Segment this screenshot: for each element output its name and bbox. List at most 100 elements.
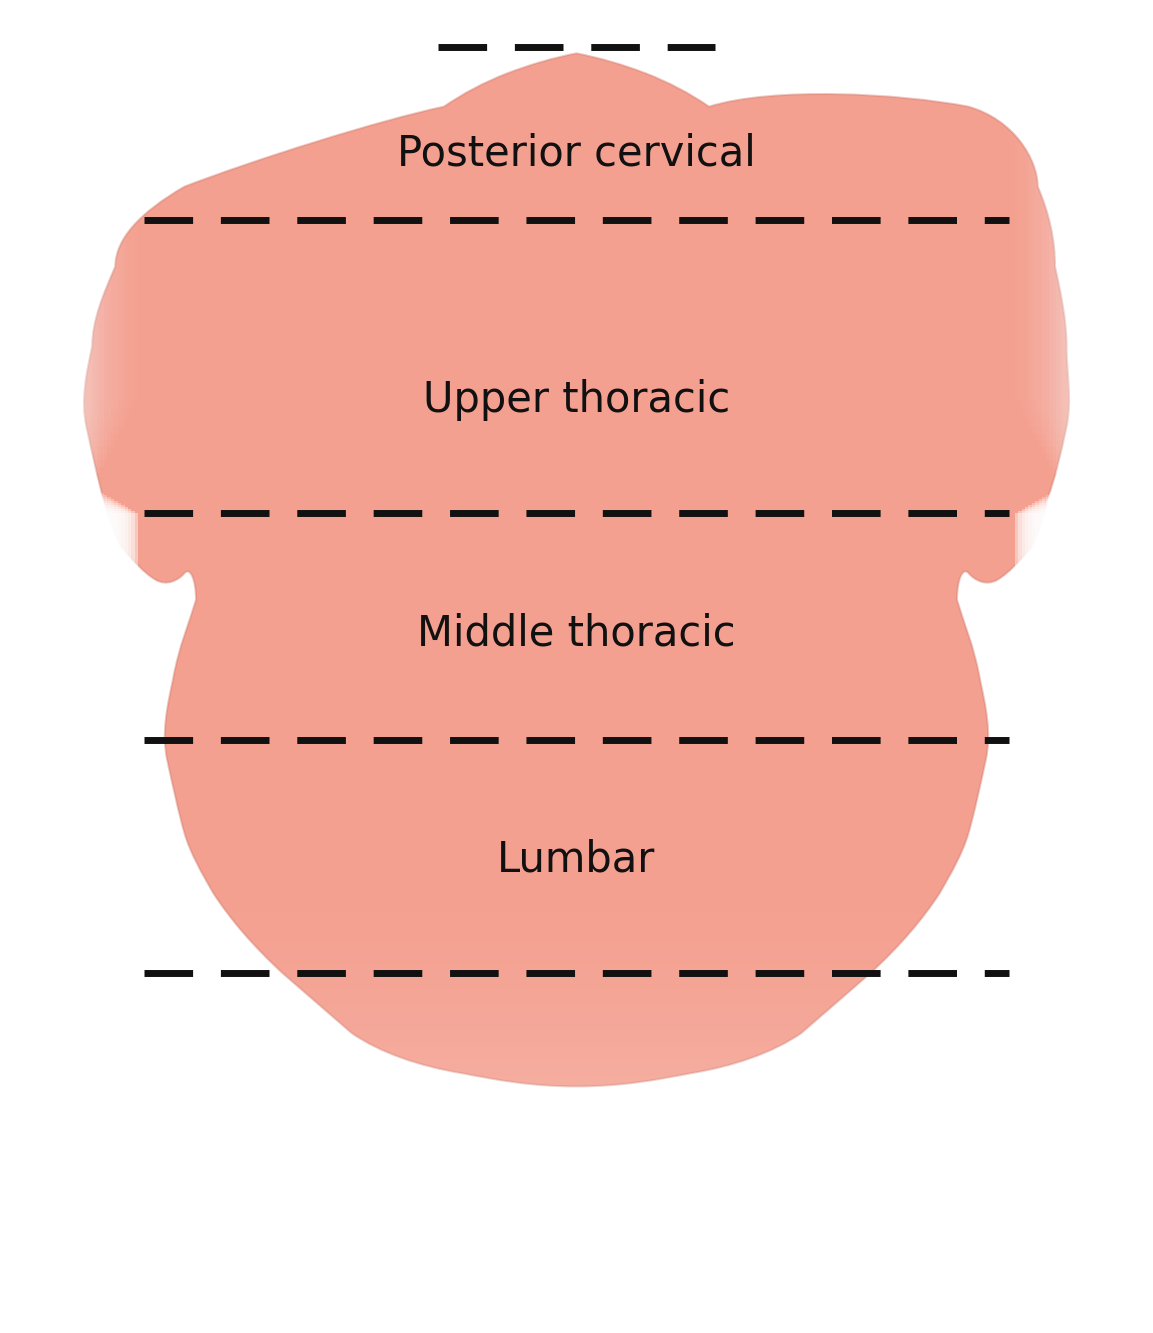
Bar [0,948,1153,954]
Bar [0,954,1153,960]
Bar [0,0,138,400]
Bar [0,1328,1153,1333]
Bar [0,1216,1153,1222]
Bar [1018,7,1153,407]
Bar [1077,477,1153,531]
Bar [0,866,1153,872]
Bar [0,451,31,505]
Bar [0,489,97,543]
Bar [0,260,3,660]
Bar [1073,480,1153,533]
Bar [0,443,17,496]
Bar [1001,0,1153,373]
Bar [0,0,156,367]
Bar [0,942,1153,948]
Bar [1122,451,1153,505]
Bar [1015,0,1153,400]
Bar [0,1001,1153,1006]
Bar [0,140,66,540]
Bar [1118,200,1153,600]
Bar [1053,73,1153,473]
Bar [0,1304,1153,1309]
Bar [0,500,114,553]
Bar [0,1094,1153,1100]
Bar [0,473,69,527]
Bar [1042,497,1153,551]
Bar [1032,504,1153,557]
Bar [0,233,17,633]
Bar [1125,449,1153,503]
Bar [0,1058,1153,1065]
Bar [1056,80,1153,480]
Bar [0,1245,1153,1252]
Bar [1115,456,1153,509]
Bar [0,133,69,533]
Bar [0,960,1153,965]
Bar [987,0,1153,347]
Bar [1060,488,1153,541]
Bar [0,511,135,565]
Bar [0,504,121,557]
Bar [984,0,1153,340]
Bar [0,989,1153,994]
Bar [0,13,131,413]
Bar [0,1198,1153,1205]
Bar [0,1298,1153,1304]
Bar [0,1181,1153,1188]
Bar [1132,445,1153,499]
Bar [1018,511,1153,565]
Bar [1011,0,1153,393]
Bar [1025,508,1153,561]
Bar [1098,160,1153,560]
Bar [1146,253,1153,653]
Bar [1056,489,1153,543]
Bar [0,465,55,519]
Bar [0,1170,1153,1176]
Bar [1125,213,1153,613]
Bar [1070,481,1153,535]
Bar [0,40,118,440]
Bar [0,253,7,653]
Bar [0,480,80,533]
Bar [0,1012,1153,1018]
Bar [0,477,76,531]
Bar [1028,27,1153,427]
Bar [0,1030,1153,1036]
Bar [0,476,73,529]
Text: Lumbar: Lumbar [497,838,656,881]
Bar [0,972,1153,977]
Bar [1008,0,1153,387]
Bar [1101,464,1153,517]
Bar [0,469,62,523]
Bar [0,448,24,501]
Bar [0,247,10,647]
Bar [1091,469,1153,523]
Bar [0,207,31,607]
Bar [1053,492,1153,545]
Bar [0,1146,1153,1152]
Bar [1091,147,1153,547]
Bar [1070,107,1153,507]
Bar [0,509,131,563]
Bar [0,73,100,473]
Bar [0,1188,1153,1193]
Bar [1035,501,1153,555]
Bar [0,901,1153,908]
Bar [0,484,86,537]
Bar [1049,493,1153,547]
Bar [0,878,1153,884]
Bar [0,147,62,547]
Bar [1111,457,1153,511]
Bar [1063,485,1153,539]
Bar [1132,227,1153,627]
Bar [1022,13,1153,413]
Bar [0,1134,1153,1141]
Bar [0,1082,1153,1088]
Bar [0,0,142,393]
Bar [1143,247,1153,647]
Bar [0,872,1153,878]
Bar [0,1264,1153,1269]
Bar [1084,133,1153,533]
Bar [0,437,7,491]
Bar [0,493,104,547]
